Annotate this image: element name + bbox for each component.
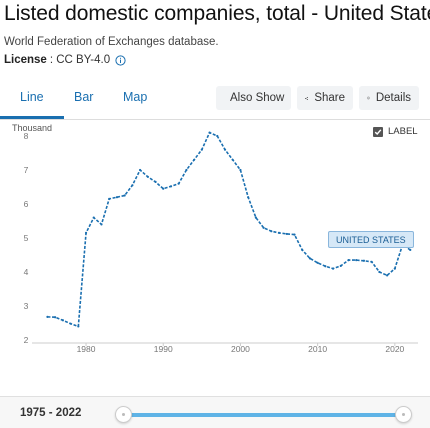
x-tick-label: 2000 (231, 344, 250, 354)
year-range-bar: 1975 - 2022 (0, 396, 430, 428)
y-axis-unit-label: Thousand (12, 123, 53, 133)
data-point[interactable] (270, 230, 273, 233)
share-icon (305, 96, 309, 100)
data-source: World Federation of Exchanges database. (4, 36, 219, 48)
data-point[interactable] (123, 194, 126, 197)
range-start-handle[interactable] (115, 406, 132, 423)
series-label-tag: UNITED STATES (328, 231, 414, 248)
data-point[interactable] (347, 259, 350, 262)
tab-line[interactable]: Line (20, 90, 44, 104)
data-point[interactable] (370, 260, 373, 263)
data-point[interactable] (316, 261, 319, 264)
share-button[interactable]: Share (297, 86, 353, 110)
details-button[interactable]: Details (359, 86, 419, 110)
data-point[interactable] (177, 182, 180, 185)
chart-type-tabs: Line Bar Map (0, 78, 430, 120)
series-line-united-states[interactable] (47, 131, 411, 328)
data-point[interactable] (386, 274, 389, 277)
data-point[interactable] (154, 180, 157, 183)
data-point[interactable] (131, 184, 134, 187)
license-value: : CC BY-4.0 (49, 54, 111, 66)
tab-map[interactable]: Map (123, 90, 148, 104)
label-toggle[interactable]: LABEL (373, 126, 418, 137)
active-tab-indicator (0, 116, 64, 119)
range-slider-track[interactable] (124, 413, 404, 417)
data-point[interactable] (262, 226, 265, 229)
data-point[interactable] (193, 158, 196, 161)
data-point[interactable] (331, 267, 335, 270)
y-tick-label: 3 (24, 301, 29, 311)
range-end-handle[interactable] (395, 406, 412, 423)
license-label: License (4, 54, 47, 66)
data-point[interactable] (138, 168, 142, 172)
data-point[interactable] (223, 148, 227, 151)
data-point[interactable] (200, 148, 203, 151)
data-point[interactable] (393, 267, 396, 270)
year-range-label: 1975 - 2022 (20, 407, 82, 419)
data-point[interactable] (362, 259, 366, 262)
data-point[interactable] (378, 270, 381, 274)
data-point[interactable] (54, 316, 57, 319)
data-point[interactable] (84, 231, 88, 234)
x-tick-label: 2020 (385, 344, 404, 354)
data-point[interactable] (324, 265, 327, 268)
license-line: License : CC BY-4.0 (4, 54, 126, 66)
data-point[interactable] (92, 216, 95, 219)
data-point[interactable] (285, 232, 288, 236)
data-point[interactable] (162, 187, 165, 190)
also-show-button[interactable]: Also Show (216, 86, 291, 110)
data-point[interactable] (216, 134, 219, 138)
data-point[interactable] (46, 315, 49, 318)
data-point[interactable] (293, 233, 296, 236)
info-icon[interactable] (115, 54, 126, 66)
data-point[interactable] (100, 223, 103, 226)
data-point[interactable] (77, 325, 80, 328)
data-point[interactable] (146, 175, 149, 178)
data-point[interactable] (239, 168, 242, 172)
y-tick-label: 2 (24, 335, 29, 345)
data-point[interactable] (115, 196, 119, 199)
data-point[interactable] (308, 257, 312, 260)
data-point[interactable] (185, 168, 188, 172)
y-tick-label: 5 (24, 233, 29, 243)
tab-bar[interactable]: Bar (74, 90, 94, 104)
data-point[interactable] (277, 231, 281, 234)
data-point[interactable] (254, 216, 257, 219)
y-tick-label: 8 (24, 131, 29, 141)
label-checkbox[interactable] (373, 126, 383, 137)
y-tick-label: 6 (24, 199, 29, 209)
data-point[interactable] (355, 259, 358, 262)
label-toggle-text: LABEL (388, 126, 418, 137)
x-tick-label: 1980 (77, 344, 96, 354)
x-tick-label: 1990 (154, 344, 173, 354)
data-point[interactable] (108, 197, 111, 200)
data-point[interactable] (409, 248, 412, 251)
y-tick-label: 7 (24, 165, 29, 175)
data-point[interactable] (208, 131, 211, 134)
details-label: Details (375, 92, 411, 104)
data-point[interactable] (61, 319, 64, 322)
also-show-label: Also Show (230, 92, 285, 104)
page-title: Listed domestic companies, total - Unite… (4, 2, 430, 25)
y-tick-label: 4 (24, 267, 29, 277)
data-point[interactable] (69, 322, 72, 325)
data-point[interactable] (231, 158, 234, 161)
info-circle-icon (367, 96, 370, 100)
data-point[interactable] (339, 264, 342, 267)
data-point[interactable] (247, 196, 250, 199)
chart-panel (4, 121, 426, 393)
share-label: Share (314, 92, 345, 104)
x-tick-label: 2010 (308, 344, 327, 354)
check-icon (374, 128, 382, 135)
data-point[interactable] (301, 248, 304, 251)
data-point[interactable] (169, 185, 173, 188)
